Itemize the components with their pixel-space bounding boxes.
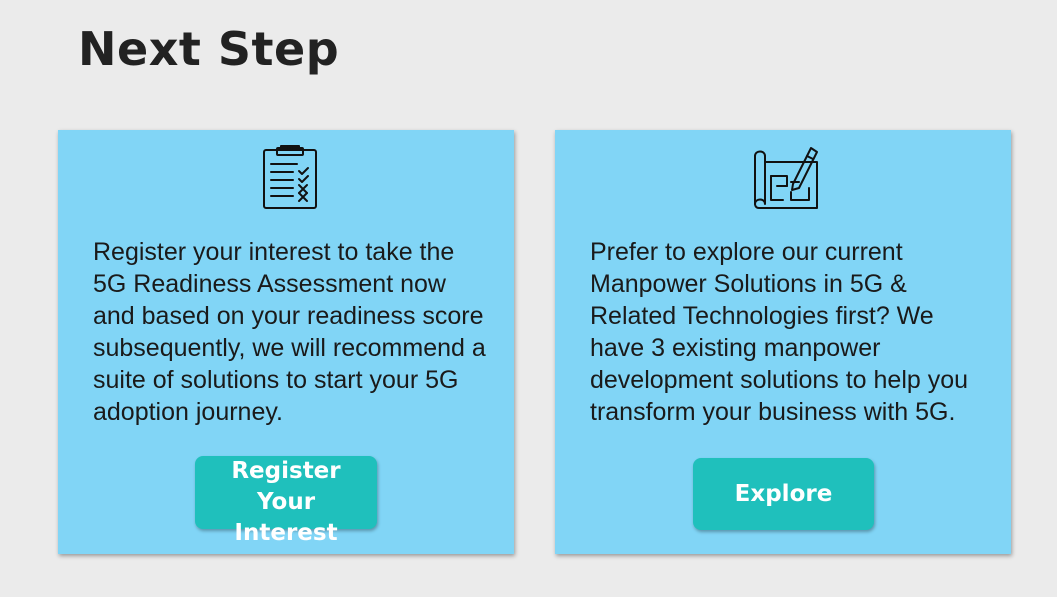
explore-card: Prefer to explore our current Manpower S… (555, 130, 1011, 554)
clipboard-checklist-icon (253, 142, 327, 212)
page-title: Next Step (78, 22, 340, 76)
register-description: Register your interest to take the 5G Re… (93, 238, 486, 426)
register-interest-button[interactable]: Register Your Interest (195, 456, 377, 546)
register-card: Register your interest to take the 5G Re… (58, 130, 514, 554)
blueprint-pencil-icon (747, 142, 821, 212)
explore-description: Prefer to explore our current Manpower S… (590, 238, 969, 426)
explore-button[interactable]: Explore (693, 458, 874, 530)
